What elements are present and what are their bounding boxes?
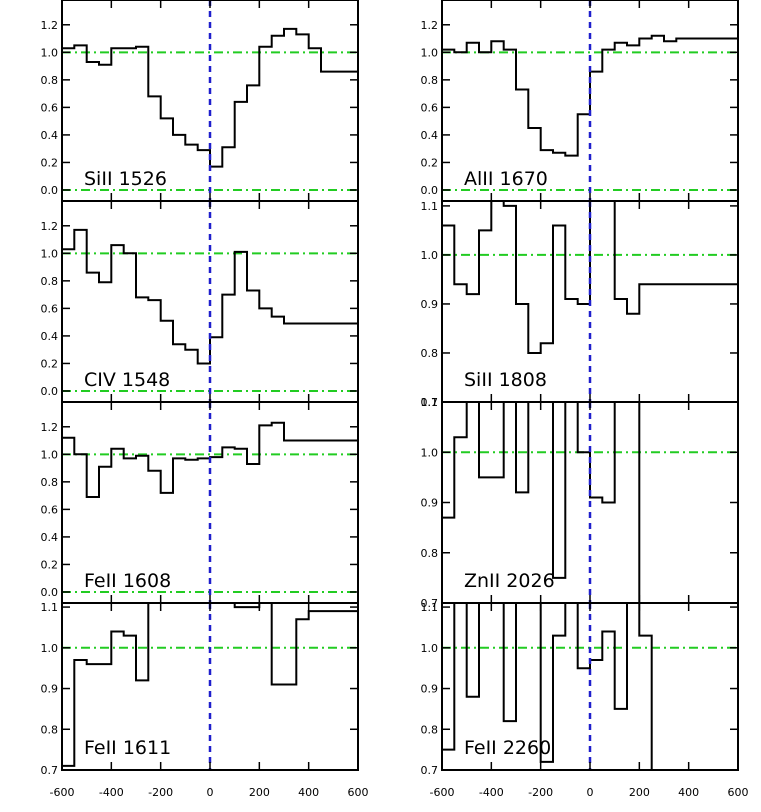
y-tick-label: 0.4	[41, 129, 59, 142]
y-tick-label: 0.8	[421, 547, 439, 560]
ion-label: AlII 1670	[464, 168, 548, 190]
y-tick-label: 0.4	[41, 531, 59, 544]
x-tick-label: 400	[678, 786, 699, 799]
y-tick-label: 0.8	[421, 74, 439, 87]
x-tick-label: -600	[50, 786, 75, 799]
spectrum-series	[442, 603, 738, 770]
y-tick-label: 0.4	[41, 330, 59, 343]
y-tick-label: 0.4	[421, 129, 439, 142]
ion-label: ZnII 2026	[464, 570, 555, 592]
y-tick-label: 0.9	[421, 683, 439, 696]
panel-4: 0.0 0.2 0.4 0.6 0.8 1.0 1.2 FeII 1608	[41, 401, 359, 604]
y-tick-label: 0.7	[421, 597, 439, 610]
x-tick-label: -400	[99, 786, 124, 799]
y-tick-label: 0.7	[421, 764, 439, 777]
x-tick-label: 0	[587, 786, 594, 799]
y-tick-label: 0.7	[41, 764, 59, 777]
y-tick-label: 1.0	[421, 249, 439, 262]
y-tick-label: 0.2	[41, 357, 59, 370]
y-tick-label: 1.1	[421, 601, 439, 614]
y-tick-label: 0.7	[421, 396, 439, 409]
spectrum-series	[62, 228, 358, 365]
panel-5: 0.7 0.8 0.9 1.0 1.1 ZnII 2026	[421, 396, 739, 610]
y-tick-label: 0.6	[41, 302, 59, 315]
y-tick-label: 0.0	[41, 184, 59, 197]
y-tick-label: 0.0	[41, 586, 59, 599]
ion-label: SiII 1808	[464, 369, 547, 391]
y-tick-label: 0.6	[41, 101, 59, 114]
ion-label: CIV 1548	[84, 369, 170, 391]
x-axis-labels: -600 -400 -200 0 200 400 600 -600 -400 -200 0 200 40…	[50, 786, 749, 799]
y-tick-label: 0.8	[41, 74, 59, 87]
spectrum-series	[62, 421, 358, 498]
y-tick-label: 0.2	[41, 156, 59, 169]
y-tick-label: 0.9	[421, 497, 439, 510]
y-tick-label: 0.8	[41, 476, 59, 489]
y-tick-label: 1.2	[41, 220, 59, 233]
panel-0: 0.0 0.2 0.4 0.6 0.8 1.0 1.2 SiII 1526	[41, 0, 359, 202]
y-tick-label: 0.9	[421, 298, 439, 311]
y-tick-label: 1.0	[41, 448, 59, 461]
y-tick-label: 1.1	[41, 601, 59, 614]
y-tick-label: 0.6	[41, 503, 59, 516]
y-tick-label: 0.0	[41, 385, 59, 398]
x-tick-label: -200	[148, 786, 173, 799]
spectrum-series	[442, 34, 738, 157]
y-tick-label: 1.0	[41, 46, 59, 59]
y-tick-label: 0.2	[421, 156, 439, 169]
x-tick-label: 200	[249, 786, 270, 799]
ion-label: SiII 1526	[84, 168, 167, 190]
y-tick-label: 1.1	[421, 396, 439, 409]
y-tick-label: 0.6	[421, 101, 439, 114]
spectrum-series	[442, 201, 738, 354]
panel-1: 0.0 0.2 0.4 0.6 0.8 1.0 1.2 AlII 1670	[421, 0, 739, 202]
y-tick-label: 0.9	[41, 683, 59, 696]
x-tick-label: 0	[207, 786, 214, 799]
x-tick-label: -200	[528, 786, 553, 799]
x-tick-label: 400	[298, 786, 319, 799]
panel-6: 0.7 0.8 0.9 1.0 1.1 FeII 1611	[41, 601, 359, 777]
x-tick-label: 200	[629, 786, 650, 799]
x-tick-label: 600	[728, 786, 749, 799]
x-tick-label: -600	[430, 786, 455, 799]
y-tick-label: 0.0	[421, 184, 439, 197]
x-tick-label: -400	[479, 786, 504, 799]
panel-7: 0.7 0.8 0.9 1.0 1.1 FeII 2260	[421, 601, 739, 777]
y-tick-label: 1.0	[421, 446, 439, 459]
y-tick-label: 0.8	[421, 347, 439, 360]
y-tick-label: 0.8	[41, 723, 59, 736]
spectrum-series	[442, 402, 738, 603]
ion-label: FeII 1611	[84, 737, 171, 759]
spectrum-series	[62, 603, 358, 767]
y-tick-label: 1.0	[421, 46, 439, 59]
y-tick-label: 0.8	[41, 275, 59, 288]
panel-2: 0.0 0.2 0.4 0.6 0.8 1.0 1.2 CIV 1548	[41, 200, 359, 403]
y-tick-label: 1.2	[41, 421, 59, 434]
ion-label: FeII 2260	[464, 737, 551, 759]
y-tick-label: 1.0	[41, 642, 59, 655]
y-tick-label: 1.1	[421, 200, 439, 213]
y-tick-label: 1.0	[421, 642, 439, 655]
y-tick-label: 0.2	[41, 558, 59, 571]
y-tick-label: 1.0	[41, 247, 59, 260]
x-tick-label: 600	[348, 786, 369, 799]
y-tick-label: 1.2	[421, 19, 439, 32]
ion-label: FeII 1608	[84, 570, 171, 592]
y-tick-label: 0.8	[421, 723, 439, 736]
y-tick-label: 1.2	[41, 19, 59, 32]
